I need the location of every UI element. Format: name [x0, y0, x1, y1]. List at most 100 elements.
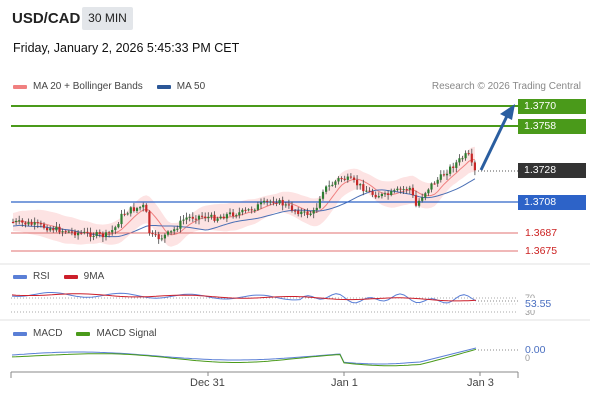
- candle-body: [182, 219, 185, 221]
- candle-body: [132, 207, 135, 211]
- rsi-ma-label: 9MA: [83, 271, 105, 282]
- candle-body: [424, 193, 427, 198]
- macd-label: MACD: [33, 328, 63, 339]
- candle-body: [467, 153, 470, 155]
- candle-body: [111, 229, 114, 233]
- candle-body: [325, 186, 328, 192]
- candle-body: [275, 202, 278, 204]
- candle-body: [334, 181, 337, 185]
- candle-body: [402, 189, 405, 191]
- candle-body: [408, 187, 411, 190]
- candle-body: [98, 232, 101, 234]
- macd-signal-label: MACD Signal: [96, 328, 157, 339]
- candle-body: [356, 179, 359, 186]
- candle-body: [352, 177, 356, 180]
- candle-body: [377, 196, 380, 198]
- legend-rsi: RSI: [13, 271, 50, 282]
- macd-zero-tick: 0: [525, 353, 531, 363]
- candle-body: [73, 231, 77, 236]
- candle-body: [399, 188, 402, 190]
- candle-body: [185, 217, 188, 220]
- rsi-label: RSI: [33, 271, 50, 282]
- macd-legend: MACD MACD Signal: [13, 328, 170, 339]
- candle-body: [374, 194, 377, 198]
- candle-body: [228, 212, 232, 215]
- macd-value: 0.00: [525, 344, 546, 356]
- candle-body: [18, 220, 21, 222]
- candle-body: [194, 218, 197, 220]
- candle-body: [263, 200, 266, 203]
- candle-body: [86, 231, 89, 233]
- candle-body: [21, 220, 24, 223]
- timeframe-button[interactable]: 30 MIN: [82, 7, 133, 30]
- candle-body: [55, 226, 58, 231]
- ma50-label: MA 50: [176, 81, 206, 92]
- candle-body: [418, 200, 421, 206]
- candle-body: [278, 199, 281, 204]
- candle-body: [11, 222, 15, 223]
- legend-ma50: MA 50: [156, 81, 206, 92]
- candle-body: [393, 190, 396, 192]
- candle-body: [272, 201, 275, 203]
- candle-body: [287, 204, 290, 206]
- candle-body: [197, 215, 201, 220]
- candle-body: [30, 222, 33, 225]
- candle-body: [64, 231, 67, 233]
- symbol-title: USD/CAD: [12, 10, 81, 27]
- candle-body: [328, 185, 331, 187]
- candle-body: [362, 184, 365, 192]
- candle-body: [49, 228, 52, 231]
- forecast-arrow-head: [500, 104, 515, 120]
- candle-body: [77, 232, 80, 236]
- candle-body: [439, 174, 442, 180]
- forecast-arrow-line: [479, 115, 509, 171]
- candle-body: [452, 166, 455, 168]
- rsi-ma-line: [11, 293, 477, 302]
- candle-body: [83, 231, 86, 233]
- candle-body: [108, 232, 111, 234]
- candle-body: [33, 222, 36, 225]
- candle-body: [173, 229, 176, 232]
- candle-body: [170, 231, 173, 233]
- candle-body: [39, 223, 42, 225]
- macd-swatch: [13, 331, 27, 336]
- candle-body: [232, 212, 235, 217]
- candle-body: [331, 184, 334, 186]
- candle-body: [300, 211, 303, 215]
- macd-line: [11, 347, 477, 365]
- candle-body: [473, 162, 476, 171]
- candle-body: [204, 216, 207, 219]
- candle-body: [269, 201, 272, 203]
- support-1-label: 1.3687: [525, 227, 558, 239]
- candle-body: [380, 193, 383, 197]
- candle-body: [458, 158, 461, 163]
- macd-signal-line: [11, 348, 477, 367]
- candle-body: [166, 231, 170, 235]
- candle-body: [235, 215, 238, 217]
- candle-body: [92, 235, 95, 237]
- candle-body: [427, 189, 430, 194]
- candle-body: [303, 211, 306, 213]
- candle-body: [256, 204, 259, 210]
- legend-rsi-ma: 9MA: [63, 271, 105, 282]
- candle-body: [290, 205, 294, 211]
- candle-body: [207, 216, 210, 219]
- candle-body: [80, 232, 83, 234]
- candle-body: [383, 193, 387, 195]
- legend-ma20: MA 20 + Bollinger Bands: [13, 81, 143, 92]
- candle-body: [241, 209, 244, 213]
- candle-body: [461, 158, 464, 160]
- candle-body: [36, 222, 39, 224]
- candle-body: [455, 162, 458, 168]
- x-tick-label: Jan 3: [467, 377, 494, 389]
- candle-body: [123, 213, 126, 215]
- candle-body: [95, 232, 98, 236]
- candle-body: [89, 232, 92, 237]
- candle-body: [365, 190, 368, 192]
- candle-body: [445, 173, 449, 176]
- legend-macd: MACD: [13, 328, 62, 339]
- candle-body: [430, 183, 433, 190]
- candle-body: [61, 231, 64, 233]
- ma20-swatch: [13, 84, 27, 89]
